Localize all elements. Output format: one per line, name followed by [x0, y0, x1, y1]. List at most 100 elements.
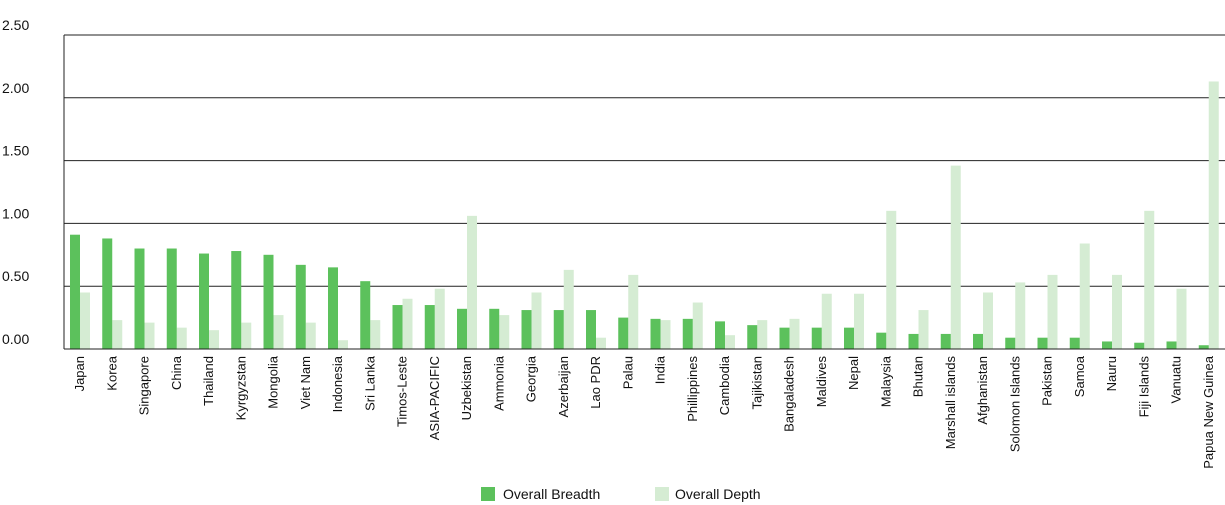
- category-label: Bangaladesh: [782, 356, 797, 432]
- bar-overall-depth: [1015, 282, 1026, 349]
- bar-overall-breadth: [747, 325, 758, 349]
- category-label: India: [653, 355, 668, 384]
- bar-overall-breadth: [715, 321, 725, 349]
- bar-overall-breadth: [618, 317, 629, 349]
- bar-overall-breadth: [1134, 342, 1145, 349]
- bar-overall-depth: [370, 320, 381, 349]
- category-label: Solomon Islands: [1007, 356, 1022, 453]
- category-label: Azerbaijan: [556, 356, 571, 417]
- bar-overall-depth: [821, 293, 832, 349]
- bar-overall-depth: [757, 320, 768, 349]
- category-label: Kyrgyzstan: [233, 356, 248, 420]
- gridlines: [64, 34, 1225, 287]
- bar-overall-depth: [692, 302, 703, 349]
- y-tick-label: 2.00: [2, 80, 29, 96]
- y-tick-label: 1.50: [2, 143, 29, 159]
- bar-overall-depth: [273, 315, 284, 349]
- category-labels: Japan Korea Singapore China Thailand Kyrgyzst…: [72, 355, 1216, 469]
- bar-overall-breadth: [199, 253, 209, 349]
- bar-overall-depth: [886, 210, 897, 349]
- bar-overall-breadth: [489, 308, 500, 349]
- bar-overall-depth: [854, 293, 864, 349]
- bar-overall-depth: [241, 322, 252, 349]
- bar-overall-breadth: [328, 267, 338, 349]
- category-label: Mongolia: [266, 355, 281, 409]
- y-tick-label: 2.50: [2, 17, 29, 33]
- bar-overall-depth: [1144, 210, 1155, 349]
- bar-overall-depth: [499, 315, 510, 349]
- category-label: Marshall islands: [943, 356, 958, 450]
- legend-label-overall-breadth: Overall Breadth: [503, 486, 600, 502]
- category-label: Georgia: [524, 355, 539, 402]
- bar-overall-depth: [789, 318, 800, 349]
- bar-overall-depth: [660, 320, 671, 349]
- bar-overall-depth: [209, 330, 219, 349]
- category-label: Japan: [72, 356, 87, 391]
- category-label: China: [169, 355, 184, 390]
- category-label: Cambodia: [717, 355, 732, 415]
- category-label: Vanuatu: [1169, 356, 1184, 403]
- category-label: ASIA-PACIFIC: [427, 356, 442, 440]
- category-label: Korea: [104, 355, 119, 390]
- bar-overall-breadth: [70, 234, 80, 349]
- bar-overall-depth: [467, 215, 477, 349]
- category-label: Nauru: [1104, 356, 1119, 391]
- bar-overall-depth: [1176, 288, 1187, 349]
- category-label: Malaysia: [878, 355, 893, 407]
- bar-overall-breadth: [521, 310, 532, 349]
- bar-overall-breadth: [876, 332, 887, 349]
- bar-overall-breadth: [844, 327, 854, 349]
- bar-overall-depth: [725, 335, 735, 349]
- bar-overall-depth: [434, 288, 445, 349]
- y-tick-labels: 0.00 0.50 1.00 1.50 2.00 2.50: [2, 17, 29, 347]
- bar-overall-breadth: [553, 310, 564, 349]
- category-label: Pakistan: [1040, 356, 1055, 406]
- bar-overall-breadth: [295, 264, 306, 349]
- bar-overall-breadth: [682, 318, 693, 349]
- category-label: Samoa: [1072, 355, 1087, 397]
- bar-overall-depth: [402, 298, 413, 349]
- category-label: Viet Nam: [298, 356, 313, 409]
- bar-overall-breadth: [1198, 345, 1209, 349]
- bar-overall-breadth: [908, 333, 919, 349]
- bar-overall-depth: [983, 292, 993, 349]
- category-label: Sri Lanka: [362, 355, 377, 411]
- legend-label-overall-depth: Overall Depth: [675, 486, 761, 502]
- category-label: Afghanistan: [975, 356, 990, 425]
- category-label: Indonesia: [330, 355, 345, 412]
- legend: Overall Breadth Overall Depth: [481, 486, 761, 502]
- legend-swatch-overall-breadth: [481, 487, 495, 501]
- bar-overall-depth: [950, 165, 961, 349]
- category-label: Bhutan: [911, 356, 926, 397]
- bar-overall-breadth: [973, 333, 983, 349]
- category-label: Uzbekistan: [459, 356, 474, 420]
- bar-overall-breadth: [1005, 337, 1016, 349]
- bar-overall-depth: [918, 310, 929, 349]
- bar-overall-breadth: [424, 305, 435, 349]
- bar-overall-breadth: [1166, 341, 1177, 349]
- bar-overall-depth: [176, 327, 187, 349]
- category-label: Nepal: [846, 356, 861, 390]
- y-tick-label: 0.00: [2, 331, 29, 347]
- bar-overall-breadth: [231, 251, 242, 349]
- bar-overall-breadth: [940, 333, 951, 349]
- bar-overall-breadth: [166, 248, 177, 349]
- bar-overall-depth: [563, 269, 574, 349]
- bar-overall-breadth: [586, 310, 596, 349]
- bar-overall-depth: [1208, 81, 1219, 350]
- y-tick-label: 0.50: [2, 268, 29, 284]
- bar-overall-depth: [80, 292, 90, 349]
- bar-overall-breadth: [134, 248, 145, 349]
- bar-overall-breadth: [263, 254, 274, 349]
- category-label: Papua New Guinea: [1201, 355, 1216, 469]
- bar-overall-depth: [338, 340, 348, 349]
- bar-overall-breadth: [1069, 337, 1080, 349]
- category-label: Fiji Islands: [1136, 356, 1151, 418]
- category-label: Singapore: [137, 356, 152, 415]
- bar-overall-depth: [1112, 274, 1122, 349]
- bar-overall-depth: [305, 322, 316, 349]
- category-label: Thailand: [201, 356, 216, 406]
- bar-overall-depth: [112, 320, 123, 349]
